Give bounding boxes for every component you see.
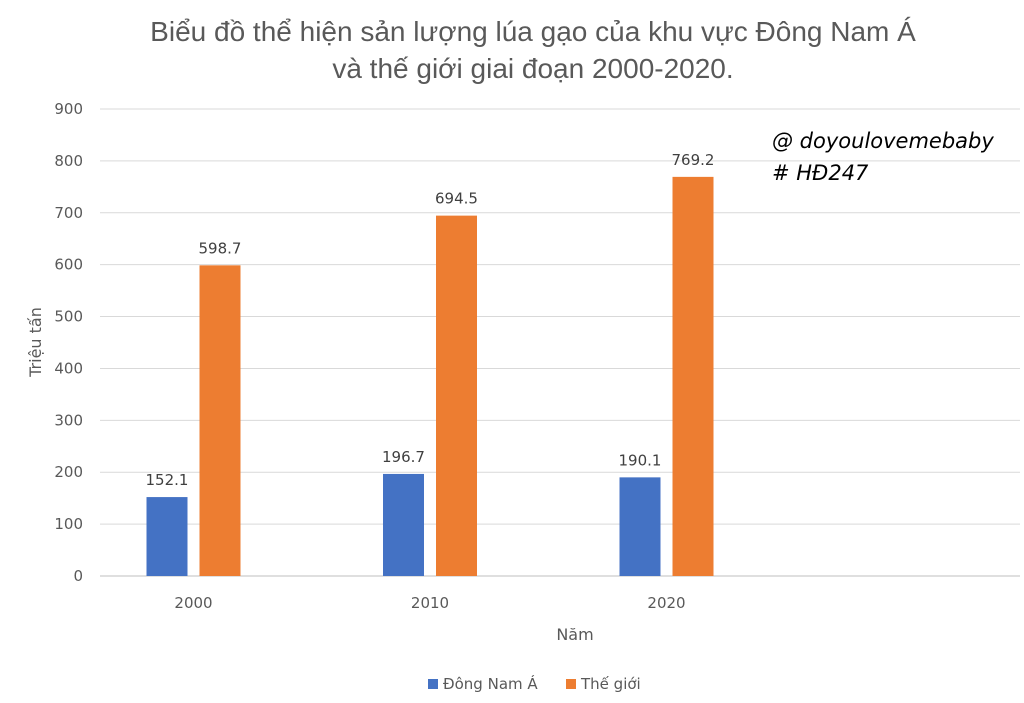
chart-title-line2: và thế giới giai đoạn 2000-2020. (332, 53, 733, 84)
x-axis-ticks: 2000 2010 2020 (174, 594, 685, 612)
bar-the-gioi-2010 (436, 215, 477, 577)
y-tick-label-600: 600 (54, 256, 83, 274)
data-label-dong-nam-a-2010: 196.7 (382, 448, 425, 466)
x-tick-label-2020: 2020 (647, 594, 685, 612)
legend-label-dong-nam-a: Đông Nam Á (443, 674, 538, 693)
bar-dong-nam-a-2000 (146, 497, 188, 576)
y-tick-label-0: 0 (73, 567, 83, 585)
x-axis-label: Năm (556, 625, 593, 644)
y-tick-label-500: 500 (54, 308, 83, 326)
legend-swatch-dong-nam-a (428, 679, 438, 689)
legend-label-the-gioi: Thế giới (580, 675, 641, 693)
data-label-dong-nam-a-2000: 152.1 (146, 471, 189, 489)
y-tick-label-300: 300 (54, 411, 83, 429)
gridlines (100, 108, 1020, 577)
data-label-dong-nam-a-2020: 190.1 (619, 451, 662, 469)
x-tick-label-2010: 2010 (411, 594, 449, 612)
bar-the-gioi-2000 (199, 265, 241, 576)
y-tick-label-400: 400 (54, 359, 83, 377)
y-tick-label-900: 900 (54, 100, 83, 118)
data-label-the-gioi-2020: 769.2 (672, 151, 715, 169)
legend-swatch-the-gioi (566, 679, 576, 689)
chart-title-line1: Biểu đồ thể hiện sản lượng lúa gạo của k… (150, 16, 916, 47)
bar-the-gioi-2020 (672, 176, 714, 576)
bar-dong-nam-a-2020 (619, 477, 661, 576)
watermark-line1: @ doyoulovemebaby (772, 129, 994, 153)
y-axis-ticks: 0 100 200 300 400 500 600 700 800 900 (54, 100, 83, 585)
data-label-the-gioi-2000: 598.7 (199, 239, 242, 257)
y-axis-label: Triệu tấn (26, 307, 45, 378)
y-tick-label-800: 800 (54, 152, 83, 170)
y-tick-label-100: 100 (54, 515, 83, 533)
data-labels: 152.1 598.7 196.7 694.5 190.1 769.2 (146, 151, 715, 489)
y-tick-label-700: 700 (54, 204, 83, 222)
x-tick-label-2000: 2000 (174, 594, 212, 612)
y-tick-label-200: 200 (54, 463, 83, 481)
legend: Đông Nam Á Thế giới (428, 674, 641, 693)
bars (146, 176, 714, 577)
watermark-line2: # HĐ247 (772, 161, 869, 185)
data-label-the-gioi-2010: 694.5 (435, 190, 478, 208)
bar-dong-nam-a-2010 (383, 473, 424, 576)
